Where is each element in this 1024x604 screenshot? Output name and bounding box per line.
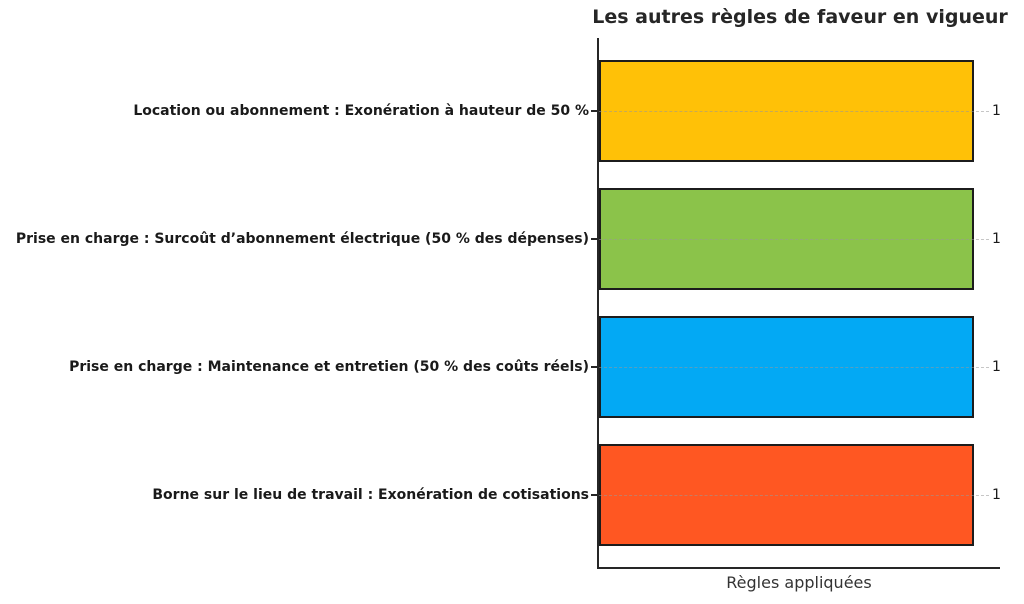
y-gridline xyxy=(599,111,989,112)
x-axis-label: Règles appliquées xyxy=(726,573,872,592)
y-tick-mark xyxy=(591,366,597,368)
category-label: Location ou abonnement : Exonération à h… xyxy=(133,103,589,119)
y-axis-line xyxy=(597,38,599,569)
bar-value-label: 1 xyxy=(992,103,1001,119)
category-label: Prise en charge : Surcoût d’abonnement é… xyxy=(15,231,589,247)
bar-value-label: 1 xyxy=(992,487,1001,503)
y-tick-mark xyxy=(591,238,597,240)
bar-value-label: 1 xyxy=(992,231,1001,247)
bar-value-label: 1 xyxy=(992,359,1001,375)
category-label: Borne sur le lieu de travail : Exonérati… xyxy=(152,487,589,503)
y-gridline xyxy=(599,367,989,368)
y-gridline xyxy=(599,495,989,496)
y-tick-mark xyxy=(591,110,597,112)
category-label: Prise en charge : Maintenance et entreti… xyxy=(69,359,589,375)
y-gridline xyxy=(599,239,989,240)
x-axis-line xyxy=(597,567,1000,569)
y-tick-mark xyxy=(591,494,597,496)
chart-title: Les autres règles de faveur en vigueur xyxy=(592,6,1008,28)
